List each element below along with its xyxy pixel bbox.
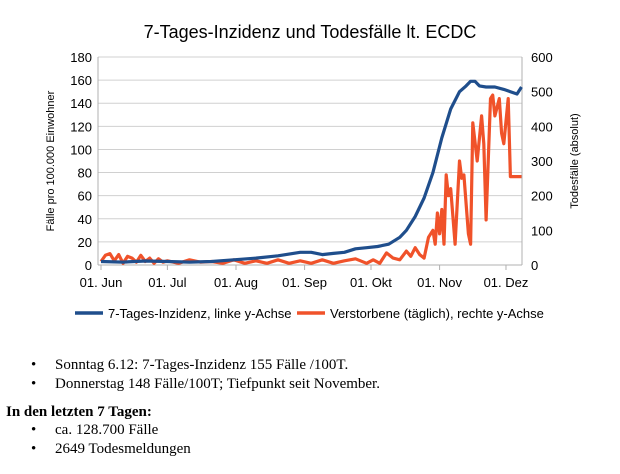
y2-tick-label: 100 (531, 223, 553, 238)
note-bullet: ca. 128.700 Fälle (31, 421, 620, 440)
x-tick-label: 01. Jun (80, 275, 123, 290)
notes-heading: In den letzten 7 Tagen: (6, 404, 152, 420)
note-bullet: Sonntag 6.12: 7-Tages-Inzidenz 155 Fälle… (31, 356, 620, 375)
y-tick-label: 40 (78, 212, 92, 227)
y2-axis-label: Todesfälle (absolut) (569, 113, 581, 208)
y2-tick-label: 600 (531, 50, 553, 65)
y-tick-label: 20 (78, 235, 92, 250)
y-tick-label: 120 (70, 119, 92, 134)
y2-tick-label: 0 (531, 258, 538, 273)
legend-label: Verstorbene (täglich), rechte y-Achse (330, 306, 544, 321)
y-axis-label: Fälle pro 100.000 Einwohner (45, 90, 57, 231)
y2-tick-label: 500 (531, 85, 553, 100)
y-tick-label: 80 (78, 166, 92, 181)
x-tick-label: 01. Dez (484, 275, 529, 290)
note-bullet: Donnerstag 148 Fälle/100T; Tiefpunkt sei… (31, 375, 620, 394)
x-tick-label: 01. Sep (282, 275, 327, 290)
y2-tick-label: 300 (531, 154, 553, 169)
y-tick-label: 140 (70, 96, 92, 111)
x-tick-label: 01. Okt (350, 275, 392, 290)
notes: Sonntag 6.12: 7-Tages-Inzidenz 155 Fälle… (0, 356, 620, 459)
y-tick-label: 60 (78, 189, 92, 204)
y2-tick-label: 400 (531, 119, 553, 134)
note-bullet: 2649 Todesmeldungen (31, 440, 620, 459)
series-line-1 (99, 93, 522, 265)
y-tick-label: 180 (70, 50, 92, 65)
chart: 7-Tages-Inzidenz und Todesfälle lt. ECDC… (45, 22, 581, 321)
y-tick-label: 0 (85, 258, 92, 273)
chart-title: 7-Tages-Inzidenz und Todesfälle lt. ECDC (144, 22, 477, 42)
legend-label: 7-Tages-Inzidenz, linke y-Achse (108, 306, 292, 321)
x-tick-label: 01. Nov (417, 275, 462, 290)
series-line-0 (100, 79, 523, 264)
x-tick-label: 01. Aug (214, 275, 258, 290)
x-tick-label: 01. Jul (148, 275, 186, 290)
y-tick-label: 160 (70, 73, 92, 88)
y-tick-label: 100 (70, 142, 92, 157)
y2-tick-label: 200 (531, 189, 553, 204)
